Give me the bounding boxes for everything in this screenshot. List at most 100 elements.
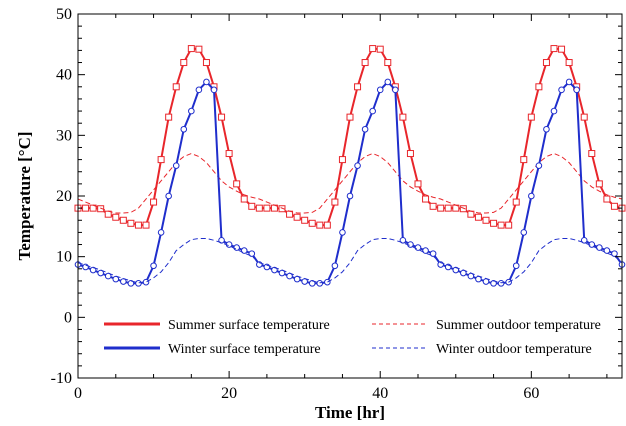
- data-point-winter-surface-temperature: [354, 162, 361, 169]
- data-point-summer-surface-temperature: [134, 221, 142, 229]
- data-point-winter-surface-temperature: [203, 78, 210, 86]
- data-point-summer-surface-temperature: [323, 221, 331, 229]
- data-point-summer-surface-temperature: [558, 45, 566, 53]
- legend-label-summer-outdoor: Summer outdoor temperature: [436, 318, 601, 333]
- data-point-summer-surface-temperature: [263, 204, 271, 212]
- data-point-winter-surface-temperature: [535, 162, 543, 169]
- y-tick-label: 50: [56, 6, 72, 23]
- data-point-summer-surface-temperature: [550, 45, 558, 53]
- data-point-winter-surface-temperature: [580, 236, 588, 244]
- data-point-winter-surface-temperature: [157, 229, 165, 236]
- data-point-summer-surface-temperature: [527, 113, 535, 121]
- data-point-summer-surface-temperature: [520, 156, 528, 164]
- data-point-summer-surface-temperature: [233, 180, 241, 188]
- data-point-winter-surface-temperature: [316, 280, 324, 287]
- data-point-summer-surface-temperature: [157, 156, 165, 164]
- data-point-summer-surface-temperature: [82, 204, 90, 212]
- x-tick-label: 0: [74, 385, 82, 402]
- data-point-winter-surface-temperature: [558, 86, 565, 94]
- data-point-winter-surface-temperature: [384, 78, 392, 86]
- data-point-winter-surface-temperature: [172, 162, 180, 169]
- data-point-winter-surface-temperature: [346, 192, 354, 200]
- data-point-winter-surface-temperature: [429, 250, 437, 257]
- data-point-winter-surface-temperature: [150, 262, 157, 270]
- data-point-winter-surface-temperature: [188, 107, 195, 115]
- data-point-summer-surface-temperature: [444, 204, 452, 212]
- data-point-winter-surface-temperature: [369, 107, 376, 115]
- data-point-winter-surface-temperature: [611, 250, 618, 257]
- data-point-summer-surface-temperature: [127, 219, 135, 227]
- data-point-winter-surface-temperature: [339, 229, 346, 236]
- data-point-winter-surface-temperature: [324, 278, 331, 286]
- data-point-summer-surface-temperature: [187, 45, 195, 53]
- data-point-summer-surface-temperature: [505, 221, 513, 229]
- data-point-summer-surface-temperature: [603, 195, 611, 203]
- y-axis-title: Temperature [°C]: [15, 131, 34, 260]
- data-point-summer-surface-temperature: [482, 216, 490, 224]
- data-point-winter-surface-temperature: [399, 236, 407, 244]
- data-point-winter-surface-temperature: [497, 280, 505, 287]
- data-point-summer-surface-temperature: [240, 195, 248, 203]
- data-point-summer-surface-temperature: [202, 59, 210, 67]
- data-point-summer-surface-temperature: [542, 59, 550, 67]
- data-point-winter-surface-temperature: [512, 262, 520, 270]
- data-point-summer-surface-temperature: [422, 195, 430, 203]
- data-point-summer-surface-temperature: [414, 180, 422, 188]
- legend: Summer surface temperature Summer outdoo…: [104, 318, 601, 357]
- data-point-summer-surface-temperature: [437, 204, 445, 212]
- data-point-summer-surface-temperature: [565, 59, 573, 67]
- data-point-summer-surface-temperature: [588, 150, 596, 158]
- legend-label-winter-surface: Winter surface temperature: [168, 342, 321, 357]
- data-point-summer-surface-temperature: [248, 202, 256, 210]
- data-point-summer-surface-temperature: [369, 45, 377, 53]
- data-point-summer-surface-temperature: [180, 59, 188, 67]
- data-point-summer-surface-temperature: [255, 204, 263, 212]
- series-layer: [74, 45, 626, 287]
- data-point-winter-surface-temperature: [596, 244, 603, 251]
- data-point-summer-surface-temperature: [610, 202, 618, 210]
- data-point-summer-surface-temperature: [165, 113, 173, 121]
- data-point-summer-surface-temperature: [316, 221, 324, 229]
- data-point-winter-surface-temperature: [218, 236, 225, 244]
- data-point-winter-surface-temperature: [361, 125, 369, 133]
- data-point-summer-surface-temperature: [150, 198, 158, 206]
- data-point-winter-surface-temperature: [543, 125, 550, 133]
- data-point-summer-surface-temperature: [376, 45, 384, 53]
- data-point-summer-surface-temperature: [459, 205, 467, 213]
- data-point-winter-surface-temperature: [331, 262, 339, 270]
- data-point-winter-surface-temperature: [376, 86, 384, 94]
- data-point-winter-surface-temperature: [392, 86, 399, 94]
- data-point-summer-surface-temperature: [195, 45, 203, 53]
- data-point-summer-surface-temperature: [361, 59, 369, 67]
- data-point-summer-surface-temperature: [595, 180, 603, 188]
- data-point-summer-surface-temperature: [474, 213, 482, 221]
- data-point-summer-surface-temperature: [406, 150, 414, 158]
- data-point-winter-surface-temperature: [520, 229, 528, 236]
- data-point-winter-surface-temperature: [233, 244, 240, 251]
- data-point-summer-surface-temperature: [293, 213, 301, 221]
- data-point-winter-surface-temperature: [603, 247, 611, 254]
- data-point-winter-surface-temperature: [180, 125, 188, 133]
- data-point-summer-surface-temperature: [119, 216, 127, 224]
- data-point-summer-surface-temperature: [218, 113, 226, 121]
- x-axis-title: Time [hr]: [315, 403, 385, 422]
- data-point-winter-surface-temperature: [565, 78, 573, 86]
- data-point-summer-surface-temperature: [490, 219, 498, 227]
- data-point-summer-surface-temperature: [399, 113, 407, 121]
- data-point-summer-surface-temperature: [535, 83, 543, 91]
- y-tick-label: 10: [56, 249, 72, 266]
- data-point-summer-surface-temperature: [225, 150, 233, 158]
- data-point-winter-surface-temperature: [165, 192, 172, 200]
- data-point-winter-surface-temperature: [127, 280, 135, 287]
- legend-label-summer-surface: Summer surface temperature: [168, 318, 330, 333]
- y-tick-label: 30: [56, 127, 72, 144]
- data-point-summer-surface-temperature: [278, 205, 286, 213]
- data-point-winter-surface-temperature: [528, 192, 535, 200]
- series-line-winter-outdoor-temperature: [77, 237, 623, 284]
- data-point-summer-surface-temperature: [497, 221, 505, 229]
- data-point-winter-surface-temperature: [89, 266, 97, 274]
- y-tick-label: 0: [64, 309, 72, 326]
- data-point-summer-surface-temperature: [97, 205, 105, 213]
